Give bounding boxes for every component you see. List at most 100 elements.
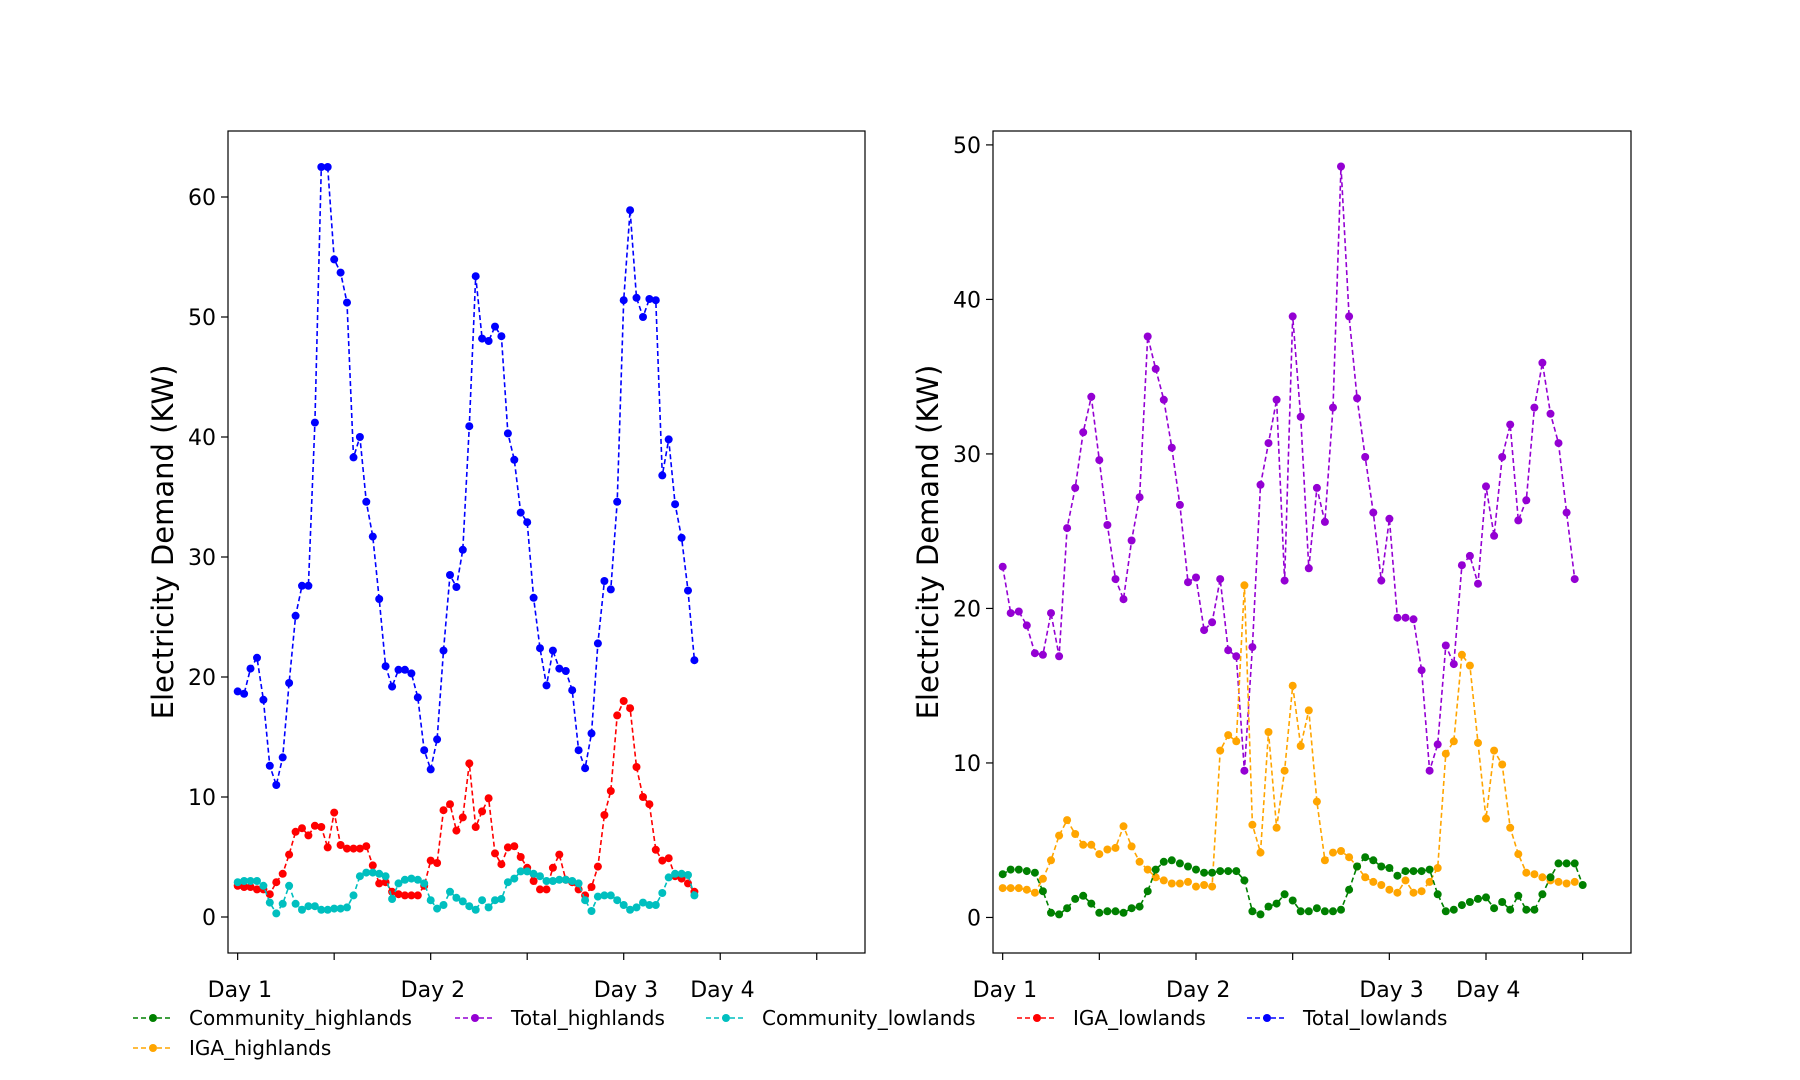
data-point	[1490, 746, 1499, 755]
data-point	[587, 883, 596, 891]
data-point	[1143, 332, 1152, 341]
data-point	[1417, 887, 1426, 896]
data-point	[1224, 646, 1233, 655]
data-point	[1369, 508, 1378, 517]
legend-label: Community_highlands	[189, 1006, 412, 1030]
y-tick-label: 0	[967, 906, 981, 931]
data-point	[1022, 867, 1031, 876]
data-point	[1087, 392, 1096, 401]
left-demand-chart: 0 10 20 30 40 50 60 Day 1 Day 2 Day 3 Day 4 Electri…	[146, 130, 866, 1003]
data-point	[542, 681, 551, 690]
data-point	[1248, 820, 1257, 829]
y-tick-label: 20	[953, 597, 981, 622]
data-point	[368, 532, 377, 541]
data-point	[619, 296, 628, 305]
data-point	[1361, 453, 1370, 461]
data-point	[1522, 496, 1531, 505]
data-point	[536, 644, 544, 653]
data-point	[606, 891, 615, 900]
data-point	[1038, 650, 1047, 659]
data-point	[1417, 867, 1426, 876]
data-point	[1345, 885, 1354, 894]
data-point	[1119, 595, 1128, 604]
data-point	[529, 877, 538, 885]
data-point	[593, 892, 602, 901]
data-point	[516, 853, 525, 861]
data-point	[1014, 884, 1023, 893]
data-point	[632, 903, 641, 912]
data-point	[388, 895, 397, 903]
data-point	[426, 896, 435, 905]
data-point	[1530, 870, 1539, 879]
data-point	[516, 867, 525, 876]
data-point	[1546, 409, 1555, 418]
data-point	[555, 664, 564, 673]
data-point	[478, 896, 487, 905]
data-point	[1264, 439, 1273, 448]
data-point	[362, 497, 371, 506]
data-point	[1151, 865, 1160, 874]
data-point	[1562, 879, 1571, 888]
data-point	[1159, 857, 1168, 866]
data-point	[458, 545, 467, 554]
data-point	[1288, 312, 1297, 321]
data-point	[639, 793, 647, 801]
data-point	[1312, 904, 1321, 913]
data-point	[1103, 907, 1112, 916]
data-point	[1296, 907, 1305, 916]
data-point	[439, 901, 448, 909]
data-point	[465, 422, 474, 431]
data-point	[343, 844, 351, 853]
data-point	[1184, 862, 1192, 871]
data-point	[317, 823, 326, 831]
data-point	[1272, 395, 1281, 404]
data-point	[291, 899, 300, 908]
data-point	[471, 905, 480, 914]
y-axis-title: Electricity Demand (KW)	[146, 365, 180, 720]
series-line-iga-lowlands	[237, 699, 696, 897]
x-tick-label: Day 4	[690, 978, 754, 1003]
data-point	[1192, 882, 1200, 891]
data-point	[259, 695, 268, 704]
data-point	[1514, 850, 1523, 859]
series-iga-lowlands	[233, 697, 699, 900]
data-point	[645, 295, 654, 303]
data-point	[291, 611, 300, 620]
data-point	[587, 729, 596, 738]
data-point	[323, 843, 332, 852]
data-point	[1014, 865, 1023, 874]
data-point	[1401, 867, 1410, 876]
y-tick-label: 10	[953, 752, 981, 777]
data-point	[471, 272, 480, 281]
data-point	[1063, 904, 1072, 913]
data-point	[433, 859, 442, 867]
data-point	[1449, 905, 1458, 914]
data-point	[503, 429, 512, 438]
data-point	[1288, 896, 1297, 905]
data-point	[1538, 358, 1547, 367]
data-point	[1312, 483, 1321, 492]
data-point	[478, 807, 487, 816]
series-total-lowlands	[233, 163, 699, 789]
data-point	[510, 455, 519, 464]
data-point	[1135, 857, 1144, 866]
data-point	[1409, 867, 1418, 876]
data-point	[1369, 856, 1378, 865]
data-point	[1409, 888, 1418, 897]
data-point	[677, 869, 686, 878]
data-point	[1385, 514, 1394, 523]
data-point	[446, 800, 454, 809]
legend-item-total-highlands: Total_highlands	[455, 1006, 665, 1030]
data-point	[323, 905, 332, 914]
data-point	[1457, 901, 1466, 910]
data-point	[336, 904, 345, 913]
data-point	[1441, 641, 1450, 650]
data-point	[1514, 891, 1523, 900]
data-point	[1095, 908, 1104, 917]
data-point	[1506, 823, 1515, 832]
series-iga-highlands	[998, 581, 1579, 897]
data-point	[265, 890, 274, 899]
data-point	[684, 871, 692, 879]
data-point	[1224, 867, 1233, 876]
data-point	[304, 581, 313, 590]
